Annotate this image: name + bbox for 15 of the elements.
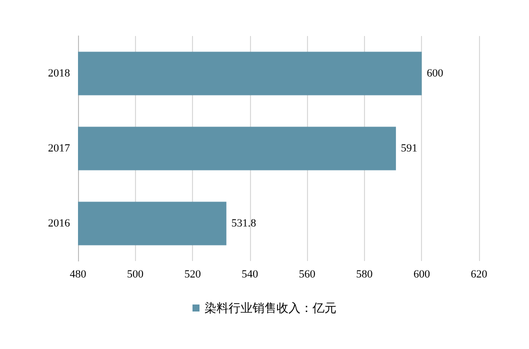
data-label: 591 xyxy=(400,142,418,154)
x-tick-label: 600 xyxy=(413,268,430,280)
y-tick-label: 2017 xyxy=(48,142,70,154)
x-tick-label: 620 xyxy=(470,268,488,280)
x-tick-label: 520 xyxy=(184,268,202,280)
y-tick-label: 2016 xyxy=(48,218,70,230)
x-tick-label: 480 xyxy=(70,268,87,280)
data-label: 531.8 xyxy=(231,218,257,230)
x-tick-label: 580 xyxy=(356,268,374,280)
legend-label: 染料行业销售收入：亿元 xyxy=(204,301,336,315)
x-tick-label: 540 xyxy=(242,268,259,280)
data-label: 600 xyxy=(426,68,444,80)
x-tick-label: 500 xyxy=(127,268,144,280)
y-tick-label: 2018 xyxy=(48,68,70,80)
x-tick-label: 560 xyxy=(298,268,316,280)
